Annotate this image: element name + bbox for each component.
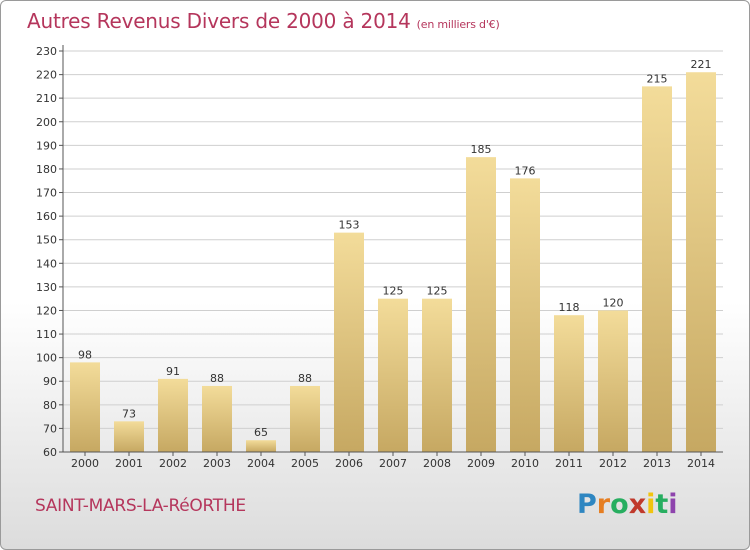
bar-2004 xyxy=(246,440,276,452)
x-tick-label: 2006 xyxy=(335,457,363,470)
bar-2006 xyxy=(334,232,364,452)
logo-letter: x xyxy=(628,489,647,520)
bar-2005 xyxy=(290,385,320,452)
bar-value-label: 125 xyxy=(427,285,448,298)
logo-letter: P xyxy=(577,489,597,520)
bar-value-label: 185 xyxy=(471,143,492,156)
bar-2001 xyxy=(114,421,144,452)
bar-value-label: 125 xyxy=(383,285,404,298)
x-tick-label: 2001 xyxy=(115,457,143,470)
y-tick-label: 190 xyxy=(36,139,57,152)
y-tick-label: 90 xyxy=(43,375,57,388)
bar-value-label: 91 xyxy=(166,365,180,378)
bar-2014 xyxy=(686,72,716,453)
y-tick-label: 110 xyxy=(36,328,57,341)
logo-letter: t xyxy=(655,489,669,520)
y-tick-label: 220 xyxy=(36,69,57,82)
bar-value-label: 118 xyxy=(559,301,580,314)
bar-value-label: 73 xyxy=(122,407,136,420)
city-name: SAINT-MARS-LA-RéORTHE xyxy=(35,496,246,516)
bar-2010 xyxy=(510,178,540,452)
proxiti-logo[interactable]: Proxiti xyxy=(577,489,678,520)
chart-subtitle: (en milliers d'€) xyxy=(416,18,500,31)
y-tick-label: 230 xyxy=(36,45,57,58)
logo-letter: r xyxy=(596,489,611,520)
chart-title-text: Autres Revenus Divers de 2000 à 2014 xyxy=(27,9,411,33)
x-tick-label: 2005 xyxy=(291,457,319,470)
logo-letter: i xyxy=(646,489,656,520)
bar-value-label: 120 xyxy=(603,296,624,309)
x-tick-label: 2000 xyxy=(71,457,99,470)
y-tick-label: 210 xyxy=(36,92,57,105)
y-tick-label: 100 xyxy=(36,352,57,365)
y-tick-label: 160 xyxy=(36,210,57,223)
y-tick-label: 80 xyxy=(43,399,57,412)
bar-2011 xyxy=(554,315,584,452)
y-tick-label: 140 xyxy=(36,257,57,270)
x-tick-label: 2009 xyxy=(467,457,495,470)
bar-2003 xyxy=(202,385,232,452)
logo-letter: i xyxy=(668,489,678,520)
bar-2007 xyxy=(378,298,408,452)
y-tick-label: 180 xyxy=(36,163,57,176)
bar-value-label: 88 xyxy=(298,372,312,385)
bar-2009 xyxy=(466,157,496,452)
chart-title: Autres Revenus Divers de 2000 à 2014 (en … xyxy=(27,9,500,33)
y-tick-label: 60 xyxy=(43,446,57,459)
y-tick-label: 170 xyxy=(36,187,57,200)
bar-value-label: 98 xyxy=(78,348,92,361)
x-tick-label: 2013 xyxy=(643,457,671,470)
x-tick-label: 2014 xyxy=(687,457,715,470)
bar-value-label: 221 xyxy=(691,58,712,71)
x-tick-label: 2011 xyxy=(555,457,583,470)
bar-value-label: 65 xyxy=(254,426,268,439)
x-tick-label: 2007 xyxy=(379,457,407,470)
x-tick-label: 2012 xyxy=(599,457,627,470)
x-tick-label: 2010 xyxy=(511,457,539,470)
x-tick-label: 2008 xyxy=(423,457,451,470)
x-tick-label: 2002 xyxy=(159,457,187,470)
bar-2002 xyxy=(158,378,188,452)
bar-value-label: 153 xyxy=(339,219,360,232)
bar-2008 xyxy=(422,298,452,452)
bar-value-label: 176 xyxy=(515,164,536,177)
bar-2013 xyxy=(642,86,672,452)
y-tick-label: 130 xyxy=(36,281,57,294)
y-tick-label: 70 xyxy=(43,422,57,435)
y-tick-label: 120 xyxy=(36,304,57,317)
bars: 98 73 91 88 65 88 153 125 125 185 176 118 120 215 221 xyxy=(70,58,716,453)
x-tick-label: 2003 xyxy=(203,457,231,470)
logo-letter: o xyxy=(610,489,629,520)
bar-2000 xyxy=(70,362,100,452)
bar-value-label: 88 xyxy=(210,372,224,385)
y-tick-label: 150 xyxy=(36,234,57,247)
x-tick-label: 2004 xyxy=(247,457,275,470)
bar-2012 xyxy=(598,310,628,452)
y-tick-label: 200 xyxy=(36,116,57,129)
bar-value-label: 215 xyxy=(647,72,668,85)
axes: 60 70 80 90 100 110 120 130 140 150 160 170 180 190 20… xyxy=(36,45,723,470)
